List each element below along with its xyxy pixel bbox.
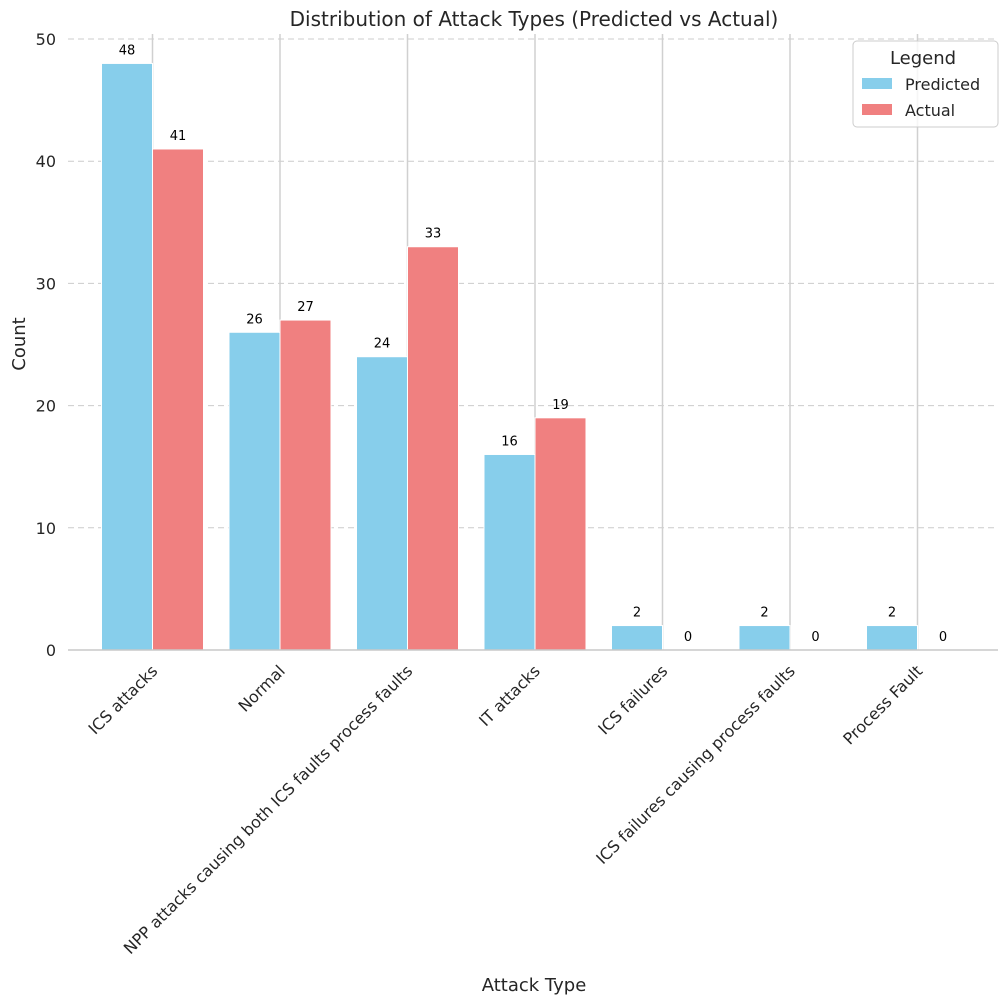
data-label-actual: 19 bbox=[552, 398, 569, 413]
y-tick-label: 40 bbox=[36, 152, 56, 171]
legend-label-actual: Actual bbox=[905, 101, 955, 120]
data-label-predicted: 24 bbox=[374, 337, 391, 352]
data-label-predicted: 16 bbox=[501, 434, 518, 449]
data-label-actual: 0 bbox=[684, 630, 692, 645]
data-label-actual: 0 bbox=[811, 630, 819, 645]
y-axis-label: Count bbox=[9, 317, 30, 370]
bar-predicted bbox=[356, 356, 408, 651]
legend-label-predicted: Predicted bbox=[905, 75, 980, 94]
bar-predicted bbox=[866, 625, 918, 651]
data-label-actual: 33 bbox=[425, 227, 442, 242]
legend: Legend Predicted Actual bbox=[852, 40, 999, 128]
data-label-predicted: 2 bbox=[633, 606, 641, 621]
x-axis-label: Attack Type bbox=[482, 975, 587, 996]
y-tick-label: 0 bbox=[46, 641, 56, 660]
chart-title: Distribution of Attack Types (Predicted … bbox=[290, 7, 779, 31]
legend-swatch-actual bbox=[862, 104, 892, 115]
x-tick-label: IT attacks bbox=[475, 661, 544, 730]
data-label-predicted: 26 bbox=[246, 312, 263, 327]
data-label-actual: 0 bbox=[939, 630, 947, 645]
x-tick-label: ICS failures bbox=[594, 661, 671, 738]
x-tick-label: ICS failures causing process faults bbox=[592, 661, 799, 868]
data-label-predicted: 2 bbox=[888, 606, 896, 621]
y-tick-label: 20 bbox=[36, 397, 56, 416]
bars-layer: 48 26 24 16 2 2 2 41 27 33 19 0 0 0 bbox=[101, 43, 947, 651]
data-label-actual: 41 bbox=[170, 129, 187, 144]
bar-actual bbox=[407, 246, 459, 651]
x-tick-label: NPP attacks causing both ICS faults proc… bbox=[120, 661, 417, 958]
bar-predicted bbox=[483, 453, 536, 651]
x-tick-label: ICS attacks bbox=[84, 661, 161, 738]
bar-actual bbox=[279, 319, 332, 651]
bar-predicted bbox=[228, 331, 281, 651]
data-label-predicted: 2 bbox=[760, 606, 768, 621]
data-label-predicted: 48 bbox=[119, 43, 136, 58]
x-tick-label: Normal bbox=[234, 661, 288, 715]
y-tick-label: 10 bbox=[36, 519, 56, 538]
bar-actual bbox=[534, 417, 587, 651]
data-label-actual: 27 bbox=[297, 300, 314, 315]
bar-predicted bbox=[738, 625, 791, 651]
y-tick-label: 30 bbox=[36, 274, 56, 293]
bar-actual bbox=[152, 148, 204, 651]
bar-predicted bbox=[611, 625, 663, 651]
bar-predicted bbox=[101, 62, 153, 651]
x-tick-label: Process Fault bbox=[839, 661, 926, 748]
legend-title: Legend bbox=[890, 48, 956, 69]
legend-swatch-predicted bbox=[862, 78, 892, 89]
y-tick-label: 50 bbox=[36, 30, 56, 49]
